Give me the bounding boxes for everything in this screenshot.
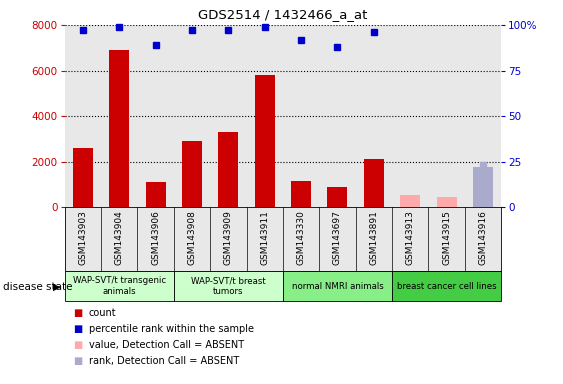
- Text: ■: ■: [73, 324, 82, 334]
- Bar: [109, 50, 129, 207]
- Text: rank, Detection Call = ABSENT: rank, Detection Call = ABSENT: [89, 356, 239, 366]
- Text: normal NMRI animals: normal NMRI animals: [292, 281, 383, 291]
- Text: ■: ■: [73, 356, 82, 366]
- Text: GSM143916: GSM143916: [479, 210, 488, 265]
- Bar: [392, 271, 501, 301]
- Text: GSM143903: GSM143903: [78, 210, 87, 265]
- Text: ■: ■: [73, 308, 82, 318]
- Text: WAP-SVT/t transgenic
animals: WAP-SVT/t transgenic animals: [73, 276, 166, 296]
- Bar: [174, 271, 283, 301]
- Text: GSM143891: GSM143891: [369, 210, 378, 265]
- Text: percentile rank within the sample: percentile rank within the sample: [89, 324, 254, 334]
- Text: GSM143913: GSM143913: [406, 210, 415, 265]
- Bar: [218, 132, 238, 207]
- Text: GSM143906: GSM143906: [151, 210, 160, 265]
- Bar: [473, 167, 493, 207]
- Text: value, Detection Call = ABSENT: value, Detection Call = ABSENT: [89, 340, 244, 350]
- Bar: [65, 271, 174, 301]
- Bar: [400, 195, 420, 207]
- Text: GSM143904: GSM143904: [115, 210, 124, 265]
- Bar: [283, 271, 392, 301]
- Bar: [73, 148, 93, 207]
- Text: GSM143909: GSM143909: [224, 210, 233, 265]
- Bar: [182, 141, 202, 207]
- Bar: [328, 187, 347, 207]
- Text: breast cancer cell lines: breast cancer cell lines: [397, 281, 497, 291]
- Text: GSM143908: GSM143908: [187, 210, 196, 265]
- Text: count: count: [89, 308, 117, 318]
- Text: GSM143697: GSM143697: [333, 210, 342, 265]
- Bar: [364, 159, 384, 207]
- Text: disease state: disease state: [3, 282, 72, 292]
- Text: GSM143915: GSM143915: [442, 210, 451, 265]
- Bar: [254, 75, 275, 207]
- Title: GDS2514 / 1432466_a_at: GDS2514 / 1432466_a_at: [198, 8, 368, 21]
- Bar: [146, 182, 166, 207]
- Text: WAP-SVT/t breast
tumors: WAP-SVT/t breast tumors: [191, 276, 266, 296]
- Text: GSM143330: GSM143330: [297, 210, 306, 265]
- Bar: [291, 181, 311, 207]
- Text: GSM143911: GSM143911: [260, 210, 269, 265]
- Bar: [436, 197, 457, 207]
- Text: ■: ■: [73, 340, 82, 350]
- Text: ▶: ▶: [53, 282, 61, 292]
